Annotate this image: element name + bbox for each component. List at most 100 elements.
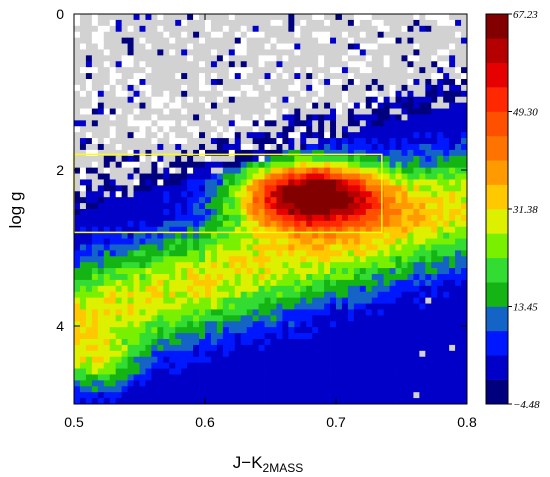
heatmap-cell <box>240 226 248 234</box>
heatmap-cell <box>282 368 289 375</box>
heatmap-cell <box>91 49 99 56</box>
heatmap-cell <box>258 209 265 216</box>
heatmap-cell <box>455 73 462 80</box>
heatmap-cell <box>437 179 444 186</box>
heatmap-cell <box>163 374 170 381</box>
heatmap-cell <box>79 90 87 98</box>
heatmap-cell <box>359 96 367 104</box>
heatmap-cell <box>199 49 206 56</box>
heatmap-cell <box>91 303 99 310</box>
heatmap-cell <box>127 84 134 92</box>
heatmap-cell <box>115 43 123 50</box>
heatmap-cell <box>413 274 420 281</box>
heatmap-cell <box>282 297 289 304</box>
heatmap-cell <box>222 49 230 56</box>
heatmap-cell <box>413 173 420 180</box>
heatmap-cell <box>145 339 152 346</box>
heatmap-cell <box>383 155 390 163</box>
heatmap-cell <box>216 333 224 340</box>
heatmap-cell <box>336 102 343 109</box>
heatmap-cell <box>97 73 105 80</box>
heatmap-cell <box>222 226 230 234</box>
heatmap-cell <box>163 226 170 234</box>
heatmap-cell <box>181 226 188 234</box>
heatmap-cell <box>389 84 396 92</box>
heatmap-cell <box>413 356 420 364</box>
heatmap-cell <box>443 37 450 44</box>
heatmap-cell <box>395 256 402 263</box>
heatmap-cell <box>133 333 140 340</box>
heatmap-cell <box>240 274 248 281</box>
heatmap-cell <box>377 49 385 56</box>
heatmap-cell <box>461 31 468 39</box>
heatmap-cell <box>163 398 170 405</box>
heatmap-cell <box>419 14 426 21</box>
heatmap-cell <box>389 268 396 275</box>
heatmap-cell <box>115 61 123 68</box>
heatmap-cell <box>151 285 158 293</box>
heatmap-cell <box>270 19 277 27</box>
heatmap-cell <box>79 138 87 145</box>
heatmap-cell <box>205 55 212 62</box>
heatmap-cell <box>336 256 343 263</box>
heatmap-cell <box>413 321 420 328</box>
heatmap-cell <box>246 368 254 375</box>
heatmap-cell <box>115 279 123 287</box>
heatmap-cell <box>443 291 450 299</box>
heatmap-cell <box>145 274 152 281</box>
heatmap-cell <box>330 386 337 393</box>
heatmap-cell <box>324 315 331 322</box>
heatmap-cell <box>264 303 271 310</box>
heatmap-cell <box>419 96 426 104</box>
heatmap-cell <box>276 67 283 74</box>
heatmap-cell <box>157 220 164 228</box>
heatmap-cell <box>359 268 367 275</box>
heatmap-cell <box>228 244 236 251</box>
heatmap-cell <box>258 392 265 399</box>
heatmap-cell <box>401 303 408 310</box>
heatmap-cell <box>461 244 468 251</box>
colorbar-swatch <box>486 282 508 307</box>
heatmap-cell <box>222 214 230 222</box>
heatmap-cell <box>121 321 128 328</box>
heatmap-cell <box>365 90 373 98</box>
heatmap-cell <box>371 84 379 92</box>
heatmap-cell <box>205 144 212 151</box>
heatmap-cell <box>151 238 158 245</box>
heatmap-cell <box>324 61 331 68</box>
heatmap-cell <box>187 108 194 115</box>
heatmap-cell <box>163 380 170 387</box>
heatmap-cell <box>353 203 361 210</box>
heatmap-cell <box>353 398 361 405</box>
heatmap-cell <box>79 43 87 50</box>
heatmap-cell <box>240 19 248 27</box>
heatmap-cell <box>74 179 81 186</box>
heatmap-cell <box>395 209 402 216</box>
heatmap-cell <box>353 303 361 310</box>
heatmap-cell <box>169 25 176 33</box>
heatmap-cell <box>109 144 117 151</box>
heatmap-cell <box>449 49 456 56</box>
heatmap-cell <box>234 226 242 234</box>
heatmap-cell <box>312 155 319 163</box>
heatmap-cell <box>455 362 462 369</box>
heatmap-cell <box>455 67 462 74</box>
heatmap-cell <box>103 203 111 210</box>
heatmap-cell <box>151 362 158 369</box>
heatmap-cell <box>282 49 289 56</box>
heatmap-cell <box>455 256 462 263</box>
heatmap-cell <box>127 362 134 369</box>
heatmap-cell <box>246 120 254 127</box>
heatmap-cell <box>133 144 140 151</box>
heatmap-cell <box>425 120 432 127</box>
heatmap-cell <box>199 197 206 204</box>
heatmap-cell <box>151 398 158 405</box>
heatmap-cell <box>151 321 158 328</box>
heatmap-cell <box>312 203 319 210</box>
heatmap-cell <box>341 374 349 381</box>
heatmap-cell <box>199 232 206 239</box>
heatmap-cell <box>205 203 212 210</box>
heatmap-cell <box>193 386 200 393</box>
heatmap-cell <box>419 79 426 86</box>
heatmap-cell <box>210 244 218 251</box>
